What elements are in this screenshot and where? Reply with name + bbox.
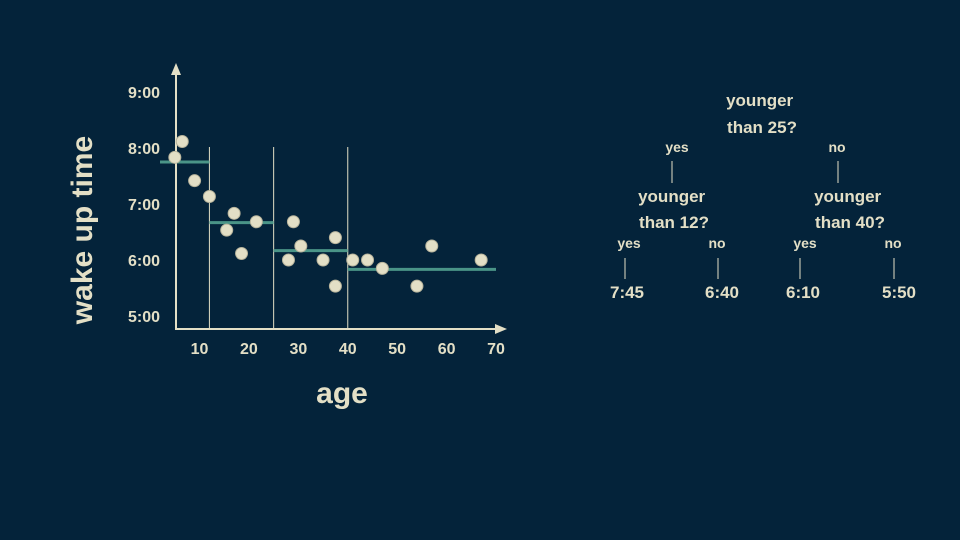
y-tick-label: 5:00 [128,309,160,326]
data-point [188,174,202,188]
tree-left-question: younger than 12? [638,187,710,232]
x-tick-label: 50 [388,341,406,358]
tree-right-no-label: no [884,235,901,251]
data-point [375,261,389,275]
tree-left-line1: younger [638,187,705,206]
data-point [474,253,488,267]
data-point [328,231,342,245]
x-tick-label: 60 [438,341,456,358]
data-point [235,246,249,260]
data-point [168,150,182,164]
data-points [168,134,488,293]
y-axis-title: wake up time [66,136,99,325]
tree-leaf-2: 6:40 [705,283,739,302]
tree-right-yes-label: yes [793,235,817,251]
x-tick-label: 70 [487,341,505,358]
data-point [286,215,300,229]
x-axis-arrow [495,324,507,334]
y-tick-label: 8:00 [128,141,160,158]
data-point [227,206,241,220]
tree-root-line2: than 25? [727,118,797,137]
x-tick-label: 20 [240,341,258,358]
data-point [202,190,216,204]
data-point [328,279,342,293]
tick-labels: 10 20 30 40 50 60 70 9:00 8:00 7:00 6:00 5:00 [128,85,505,358]
x-axis-title: age [316,377,368,410]
data-point [175,134,189,148]
y-axis-arrow [171,63,181,75]
tree-left-line2: than 12? [639,213,709,232]
data-point [425,239,439,253]
data-point [361,253,375,267]
tree-right-question: younger than 40? [814,187,886,232]
x-tick-label: 10 [191,341,209,358]
tree-leaf-1: 7:45 [610,283,644,302]
tree-leaf-3: 6:10 [786,283,820,302]
data-point [220,223,234,237]
data-point [281,253,295,267]
axes [171,63,507,334]
tree-left-no-label: no [708,235,725,251]
tree-root-question: younger than 25? [726,91,798,137]
y-tick-label: 6:00 [128,253,160,270]
x-tick-label: 30 [289,341,307,358]
data-point [410,279,424,293]
split-lines [208,147,349,328]
y-tick-label: 7:00 [128,197,160,214]
tree-root-no-label: no [828,139,845,155]
data-point [316,253,330,267]
data-point [249,215,263,229]
tree-root-yes-label: yes [665,139,689,155]
y-tick-label: 9:00 [128,85,160,102]
data-point [294,239,308,253]
decision-tree: younger than 25? yes no younger than 12?… [610,91,916,302]
data-point [346,253,360,267]
tree-right-line2: than 40? [815,213,885,232]
step-segments [160,160,496,271]
tree-root-line1: younger [726,91,793,110]
x-tick-label: 40 [339,341,357,358]
tree-left-yes-label: yes [617,235,641,251]
tree-leaf-4: 5:50 [882,283,916,302]
tree-right-line1: younger [814,187,881,206]
